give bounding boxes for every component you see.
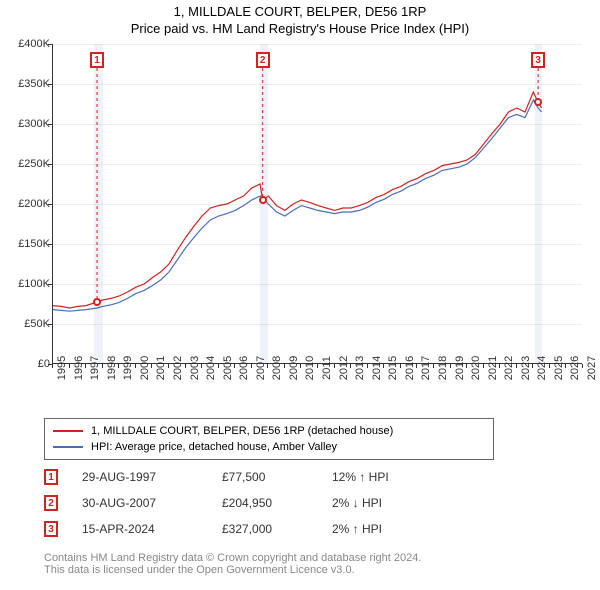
x-tick-label: 2003 <box>189 356 201 380</box>
sale-marker-badge: 2 <box>44 495 58 511</box>
x-tick-label: 2000 <box>139 356 151 380</box>
legend-swatch <box>53 446 83 448</box>
legend-item: 1, MILLDALE COURT, BELPER, DE56 1RP (det… <box>53 423 485 439</box>
sale-hpi-diff: 2% ↓ HPI <box>332 496 442 510</box>
sale-hpi-diff: 12% ↑ HPI <box>332 470 442 484</box>
legend-item: HPI: Average price, detached house, Ambe… <box>53 439 485 455</box>
sales-row: 3 15-APR-2024 £327,000 2% ↑ HPI <box>44 516 442 542</box>
chart-container: 1, MILLDALE COURT, BELPER, DE56 1RP Pric… <box>0 0 600 590</box>
sale-marker-badge: 1 <box>44 469 58 485</box>
sale-marker-box: 3 <box>531 52 545 68</box>
x-tick-label: 2002 <box>172 356 184 380</box>
x-tick-label: 2018 <box>437 356 449 380</box>
sales-row: 1 29-AUG-1997 £77,500 12% ↑ HPI <box>44 464 442 490</box>
x-tick-label: 2004 <box>205 356 217 380</box>
x-tick-label: 2006 <box>238 356 250 380</box>
series-line <box>53 100 542 311</box>
legend: 1, MILLDALE COURT, BELPER, DE56 1RP (det… <box>44 418 494 460</box>
x-tick-label: 1996 <box>73 356 85 380</box>
sales-table: 1 29-AUG-1997 £77,500 12% ↑ HPI 2 30-AUG… <box>44 464 442 542</box>
x-tick-label: 1998 <box>106 356 118 380</box>
x-tick-label: 2011 <box>321 356 333 380</box>
x-tick-label: 2014 <box>371 356 383 380</box>
x-tick-label: 1999 <box>122 356 134 380</box>
x-tick-label: 2005 <box>222 356 234 380</box>
y-tick-label: £0 <box>0 358 50 370</box>
x-tick-label: 2009 <box>288 356 300 380</box>
x-tick-label: 2023 <box>520 356 532 380</box>
x-tick-label: 2008 <box>271 356 283 380</box>
y-tick-label: £250K <box>0 158 50 170</box>
sale-hpi-diff: 2% ↑ HPI <box>332 522 442 536</box>
sale-marker-box: 1 <box>90 52 104 68</box>
footer-licence: This data is licensed under the Open Gov… <box>44 564 421 576</box>
y-tick-label: £400K <box>0 38 50 50</box>
x-tick-label: 1997 <box>89 356 101 380</box>
x-tick-label: 2012 <box>338 356 350 380</box>
sale-marker-dot <box>93 298 101 306</box>
sale-marker-dot <box>259 196 267 204</box>
x-tick-label: 2025 <box>553 356 565 380</box>
sale-marker-dot <box>534 98 542 106</box>
x-tick-label: 2019 <box>454 356 466 380</box>
x-tick-label: 2007 <box>255 356 267 380</box>
sale-date: 30-AUG-2007 <box>82 496 222 510</box>
x-tick-label: 2015 <box>387 356 399 380</box>
chart-title-subtitle: Price paid vs. HM Land Registry's House … <box>0 19 600 40</box>
chart-title-address: 1, MILLDALE COURT, BELPER, DE56 1RP <box>0 0 600 19</box>
x-tick-label: 2001 <box>155 356 167 380</box>
x-tick-label: 2013 <box>354 356 366 380</box>
x-tick-label: 2010 <box>304 356 316 380</box>
sales-row: 2 30-AUG-2007 £204,950 2% ↓ HPI <box>44 490 442 516</box>
chart-area: 123 £0£50K£100K£150K£200K£250K£300K£350K… <box>10 40 590 410</box>
x-tick-label: 2024 <box>536 356 548 380</box>
sale-marker-box: 2 <box>256 52 270 68</box>
y-tick-label: £100K <box>0 278 50 290</box>
x-tick-label: 2021 <box>487 356 499 380</box>
x-tick-label: 1995 <box>56 356 68 380</box>
legend-swatch <box>53 430 83 432</box>
legend-label: 1, MILLDALE COURT, BELPER, DE56 1RP (det… <box>91 425 393 437</box>
sale-date: 29-AUG-1997 <box>82 470 222 484</box>
x-tick-label: 2020 <box>470 356 482 380</box>
sale-marker-badge: 3 <box>44 521 58 537</box>
sale-price: £204,950 <box>222 496 332 510</box>
footer: Contains HM Land Registry data © Crown c… <box>44 552 421 576</box>
legend-label: HPI: Average price, detached house, Ambe… <box>91 441 337 453</box>
y-tick-label: £50K <box>0 318 50 330</box>
sale-price: £77,500 <box>222 470 332 484</box>
y-tick-label: £300K <box>0 118 50 130</box>
sale-date: 15-APR-2024 <box>82 522 222 536</box>
x-tick-label: 2027 <box>586 356 598 380</box>
y-tick-label: £200K <box>0 198 50 210</box>
x-tick-label: 2016 <box>404 356 416 380</box>
x-tick-label: 2026 <box>569 356 581 380</box>
x-tick-label: 2017 <box>420 356 432 380</box>
sale-price: £327,000 <box>222 522 332 536</box>
footer-copyright: Contains HM Land Registry data © Crown c… <box>44 552 421 564</box>
x-tick-label: 2022 <box>503 356 515 380</box>
y-tick-label: £150K <box>0 238 50 250</box>
y-tick-label: £350K <box>0 78 50 90</box>
